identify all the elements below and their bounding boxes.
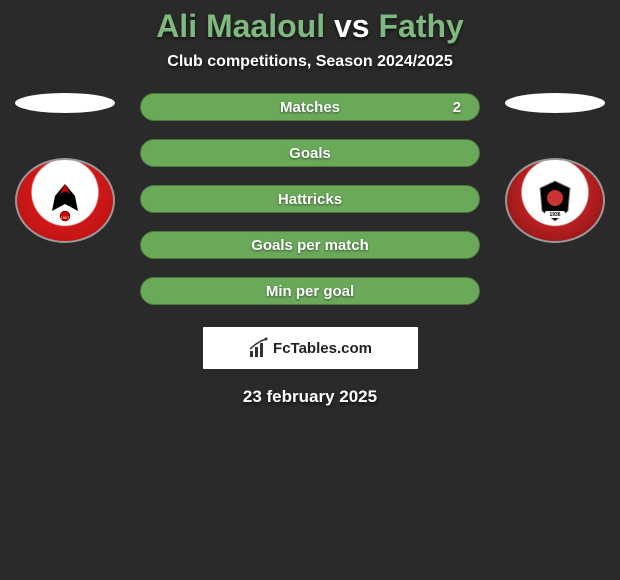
stat-label: Goals [289, 145, 331, 162]
svg-text:1907: 1907 [61, 215, 71, 220]
fctables-attribution[interactable]: FcTables.com [203, 327, 418, 369]
stat-label: Matches [280, 99, 340, 116]
subtitle: Club competitions, Season 2024/2025 [0, 53, 620, 71]
vs-text: vs [325, 8, 378, 44]
player2-name: Fathy [378, 8, 463, 44]
stat-row-goals: Goals [140, 139, 480, 167]
svg-text:1936: 1936 [549, 212, 560, 218]
left-ellipse [15, 93, 115, 113]
left-side: 1907 [10, 93, 120, 243]
right-side: 1936 [500, 93, 610, 243]
stats-column: Matches 2 Goals Hattricks Goals per matc… [140, 93, 480, 305]
page-title: Ali Maaloul vs Fathy [0, 8, 620, 45]
stat-row-goals-per-match: Goals per match [140, 231, 480, 259]
stat-row-min-per-goal: Min per goal [140, 277, 480, 305]
comparison-container: Ali Maaloul vs Fathy Club competitions, … [0, 0, 620, 407]
fctables-label: FcTables.com [273, 340, 372, 357]
club-badge-left: 1907 [15, 158, 115, 243]
ghazl-crest: 1936 [530, 176, 580, 226]
comparison-row: 1907 Matches 2 Goals Hattricks Goals per… [0, 93, 620, 305]
player1-name: Ali Maaloul [156, 8, 325, 44]
chart-icon [248, 337, 270, 359]
stat-label: Goals per match [251, 237, 369, 254]
stat-label: Min per goal [266, 283, 354, 300]
club-badge-right: 1936 [505, 158, 605, 243]
right-ellipse [505, 93, 605, 113]
eagle-icon: 1907 [40, 176, 90, 226]
stat-label: Hattricks [278, 191, 342, 208]
al-ahly-crest: 1907 [40, 176, 90, 226]
shield-icon: 1936 [530, 176, 580, 226]
stat-value: 2 [453, 99, 461, 116]
stat-row-matches: Matches 2 [140, 93, 480, 121]
date-label: 23 february 2025 [0, 387, 620, 407]
stat-row-hattricks: Hattricks [140, 185, 480, 213]
